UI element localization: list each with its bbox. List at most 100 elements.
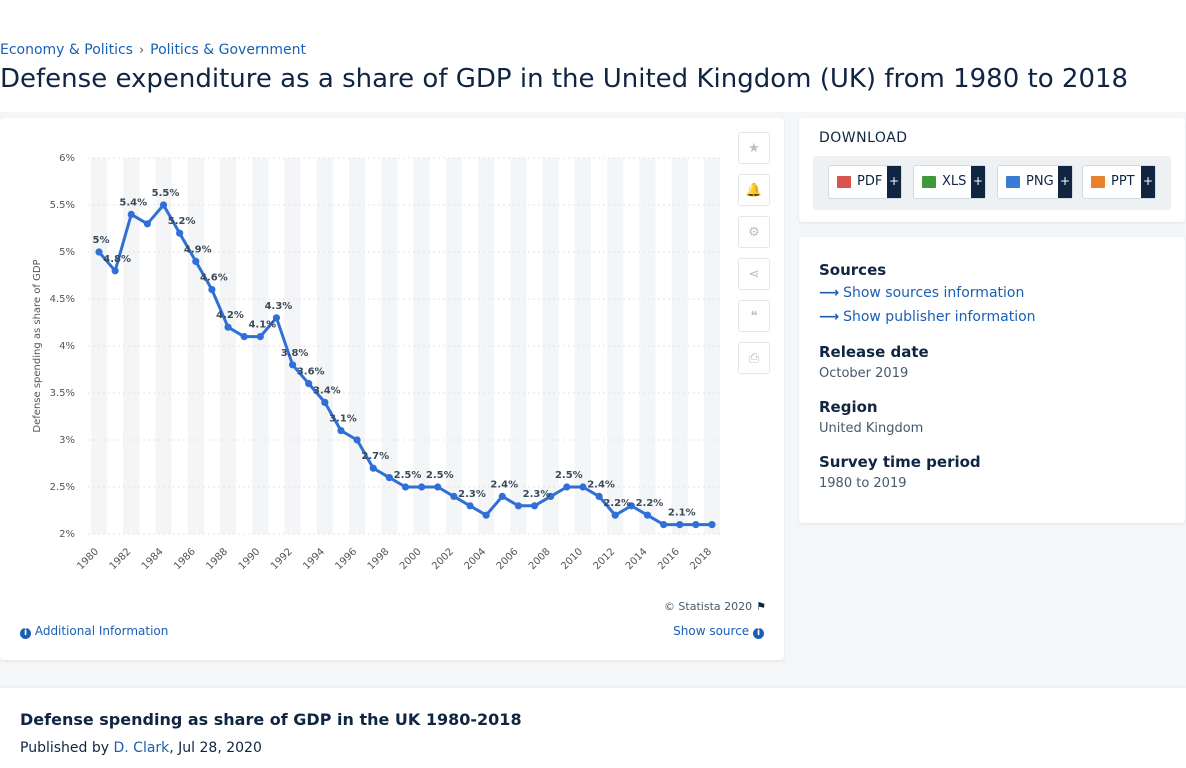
download-png-button[interactable]: PNG + <box>997 165 1073 199</box>
show-sources-link[interactable]: ⟶ Show sources information <box>819 285 1024 301</box>
column-band <box>187 158 204 534</box>
data-point <box>127 210 135 218</box>
data-point <box>418 483 426 491</box>
data-point <box>595 492 603 500</box>
column-band <box>349 158 366 534</box>
pdf-file-icon <box>837 176 851 188</box>
data-point <box>224 323 232 331</box>
statistic-subtitle: Defense spending as share of GDP in the … <box>20 710 522 729</box>
copyright-text: © Statista 2020 <box>663 600 753 613</box>
ppt-file-icon <box>1091 176 1105 188</box>
data-point <box>159 201 168 209</box>
page-title: Defense expenditure as a share of GDP in… <box>0 64 1129 94</box>
statistic-details: Sources ⟶ Show sources information ⟶ Show … <box>799 237 1185 523</box>
data-point <box>272 314 281 322</box>
download-xls-button[interactable]: XLS + <box>913 165 986 199</box>
plus-icon: + <box>971 166 985 198</box>
x-tick-label: 2014 <box>624 546 650 572</box>
x-tick-label: 2016 <box>656 546 682 572</box>
column-band <box>703 158 721 534</box>
data-label: 5.2% <box>168 216 196 227</box>
plus-icon: + <box>1141 166 1155 198</box>
download-xls-label: XLS <box>942 174 967 189</box>
data-label: 2.2% <box>636 498 664 509</box>
show-publisher-link[interactable]: ⟶ Show publisher information <box>819 309 1036 325</box>
share-icon: ⋖ <box>748 266 760 282</box>
breadcrumb: Economy & Politics › Politics & Government <box>0 42 306 58</box>
data-point <box>321 398 329 406</box>
data-label: 3.4% <box>313 385 341 396</box>
column-band <box>413 158 430 534</box>
notification-button[interactable]: 🔔 <box>738 174 770 206</box>
arrow-right-icon: ⟶ <box>819 285 840 301</box>
y-tick-label: 4.5% <box>50 294 75 305</box>
cite-button[interactable]: ❝ <box>738 300 770 332</box>
y-tick-label: 2% <box>59 529 75 540</box>
release-date-heading: Release date <box>819 343 929 361</box>
survey-period-heading: Survey time period <box>819 453 981 471</box>
favorite-button[interactable]: ★ <box>738 132 770 164</box>
header-band <box>0 0 1186 112</box>
x-tick-label: 2000 <box>398 546 424 572</box>
chart-toolbar: ★ 🔔 ⚙ ⋖ ❝ ⎙ <box>738 132 772 384</box>
data-label: 2.4% <box>587 479 615 490</box>
sources-heading: Sources <box>819 261 887 279</box>
survey-period-value: 1980 to 2019 <box>819 476 907 491</box>
favorite-icon: ★ <box>748 140 760 156</box>
data-point <box>482 511 490 519</box>
data-point <box>369 464 377 472</box>
breadcrumb-politics[interactable]: Politics & Government <box>150 42 306 58</box>
data-label: 2.2% <box>603 498 631 509</box>
x-tick-label: 1996 <box>333 546 359 572</box>
x-tick-label: 1984 <box>140 546 166 572</box>
data-label: 2.7% <box>361 451 389 462</box>
data-point <box>611 511 619 519</box>
quote-icon: ❝ <box>750 308 758 324</box>
y-tick-label: 6% <box>59 153 75 164</box>
author-link[interactable]: D. Clark <box>113 740 170 756</box>
data-point <box>95 248 103 256</box>
download-ppt-button[interactable]: PPT + <box>1082 165 1156 199</box>
data-label: 2.3% <box>523 489 551 500</box>
show-publisher-label: Show publisher information <box>843 309 1036 325</box>
data-label: 5.5% <box>152 188 180 199</box>
data-point <box>305 380 313 388</box>
additional-info-link[interactable]: i Additional Information <box>20 624 168 639</box>
y-tick-label: 5.5% <box>50 200 75 211</box>
data-label: 4.1% <box>248 320 276 331</box>
download-title: DOWNLOAD <box>819 130 908 146</box>
download-panel: DOWNLOAD PDF + XLS + PNG + PPT + <box>799 118 1185 222</box>
xls-file-icon <box>922 176 936 188</box>
data-label: 2.5% <box>394 470 422 481</box>
bell-icon: 🔔 <box>745 182 763 198</box>
y-tick-label: 5% <box>59 247 75 258</box>
settings-button[interactable]: ⚙ <box>738 216 770 248</box>
data-point <box>660 521 668 529</box>
column-band <box>478 158 495 534</box>
breadcrumb-economy[interactable]: Economy & Politics <box>0 42 133 58</box>
release-date-value: October 2019 <box>819 366 909 381</box>
line-chart: 2%2.5%3%3.5%4%4.5%5%5.5%6%1980 1982 1984 19… <box>32 153 721 572</box>
column-band <box>123 158 140 534</box>
x-tick-label: 2018 <box>688 546 714 572</box>
show-source-link[interactable]: Show source i <box>673 624 764 639</box>
data-label: 5% <box>93 235 110 246</box>
data-point <box>240 333 248 341</box>
flag-icon[interactable]: ⚑ <box>756 600 766 613</box>
download-pdf-button[interactable]: PDF + <box>828 165 902 199</box>
share-button[interactable]: ⋖ <box>738 258 770 290</box>
data-point <box>530 502 539 510</box>
data-point <box>385 474 393 482</box>
additional-info-label: Additional Information <box>34 624 169 638</box>
info-icon: i <box>20 628 31 639</box>
x-tick-label: 2010 <box>559 546 585 572</box>
print-button[interactable]: ⎙ <box>738 342 770 374</box>
publication-card: Defense spending as share of GDP in the … <box>0 688 1186 768</box>
download-pdf-label: PDF <box>857 174 883 189</box>
data-point <box>401 483 410 491</box>
data-point <box>676 521 684 529</box>
data-point <box>547 492 555 500</box>
data-point <box>288 361 297 369</box>
data-point <box>337 427 345 435</box>
data-point <box>466 502 474 510</box>
